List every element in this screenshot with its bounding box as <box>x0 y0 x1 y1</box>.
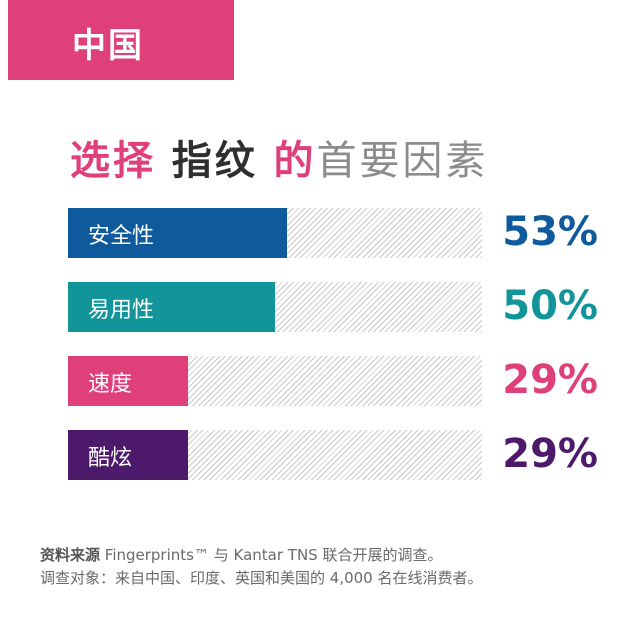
title-part-select: 选择 <box>70 138 156 184</box>
bar: 酷炫 <box>68 430 188 480</box>
bar-category-label: 速度 <box>88 372 133 397</box>
region-label: 中国 <box>72 26 144 66</box>
title-part-of: 的 <box>273 138 317 184</box>
bar-category-label: 安全性 <box>88 224 155 249</box>
bar-value-label: 29% <box>502 431 598 477</box>
bar-category-label: 酷炫 <box>88 446 133 471</box>
source-lead: 资料来源 <box>40 546 101 564</box>
source-note: 资料来源 Fingerprints™ 与 Kantar TNS 联合开展的调查。… <box>40 544 482 590</box>
bar: 速度 <box>68 356 188 406</box>
bar: 安全性 <box>68 208 287 258</box>
bar-track: 安全性 <box>68 208 482 258</box>
bar-track: 速度 <box>68 356 482 406</box>
title-part-fingerprint: 指纹 <box>171 138 258 184</box>
bar-track: 易用性 <box>68 282 482 332</box>
bar-track: 酷炫 <box>68 430 482 480</box>
title-part-main-factors: 首要因素 <box>316 138 489 184</box>
bar: 易用性 <box>68 282 275 332</box>
chart-title: 选择 指纹 的首要因素 <box>70 128 488 186</box>
bar-value-label: 29% <box>502 357 598 403</box>
bar-value-label: 53% <box>502 209 598 255</box>
region-tag: 中国 <box>8 0 234 80</box>
source-text: Fingerprints™ 与 Kantar TNS 联合开展的调查。 <box>100 546 443 564</box>
source-line: 资料来源 Fingerprints™ 与 Kantar TNS 联合开展的调查。 <box>40 544 482 567</box>
bar-category-label: 易用性 <box>88 298 155 323</box>
bar-value-label: 50% <box>502 283 598 329</box>
respondents-line: 调查对象：来自中国、印度、英国和美国的 4,000 名在线消费者。 <box>40 569 483 587</box>
